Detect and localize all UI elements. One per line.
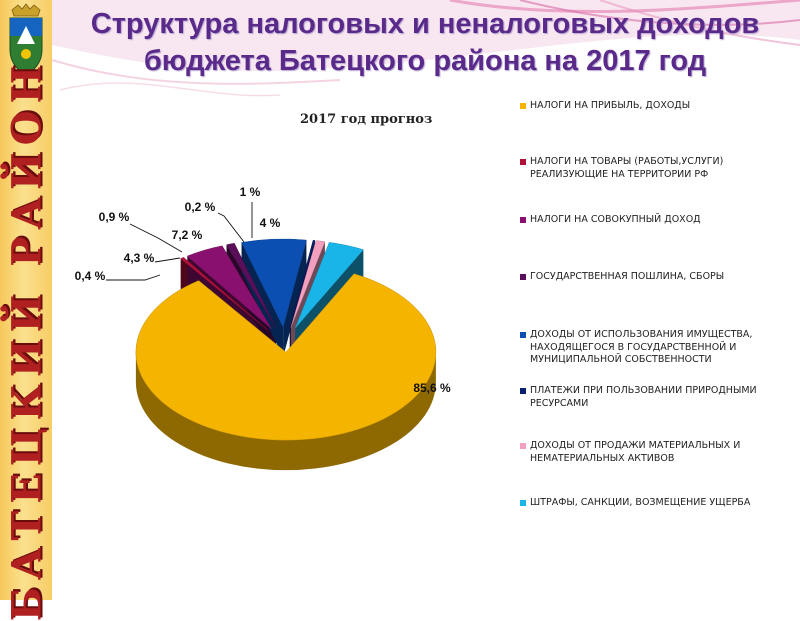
pie-data-label-2: 4,3 % xyxy=(124,251,155,265)
pie-slice-7 xyxy=(295,242,364,329)
pie-tops xyxy=(135,238,437,441)
legend-label-5: ПЛАТЕЖИ ПРИ ПОЛЬЗОВАНИИ ПРИРОДНЫМИ РЕСУР… xyxy=(530,385,757,409)
legend-label-1: НАЛОГИ НА ТОВАРЫ (РАБОТЫ,УСЛУГИ) РЕАЛИЗУ… xyxy=(530,156,724,180)
pie-chart: 85,6 % 0,4 % 4,3 % 0,9 % 7,2 % 0,2 % 1 % 4 % xyxy=(75,185,451,471)
legend-swatch-6 xyxy=(520,443,526,449)
coat-of-arms-icon xyxy=(9,3,43,75)
background-decoration xyxy=(51,0,800,97)
pie-slice-4 xyxy=(241,238,307,328)
pie-slice-6 xyxy=(290,240,326,328)
legend-label-0: НАЛОГИ НА ПРИБЫЛЬ, ДОХОДЫ xyxy=(530,100,691,111)
pie-data-label-5: 0,2 % xyxy=(185,200,216,214)
pie-data-label-0: 85,6 % xyxy=(413,381,451,395)
legend-label-4: ДОХОДЫ ОТ ИСПОЛЬЗОВАНИЯ ИМУЩЕСТВА, НАХОД… xyxy=(530,329,753,365)
legend-label-6: ДОХОДЫ ОТ ПРОДАЖИ МАТЕРИАЛЬНЫХ И НЕМАТЕР… xyxy=(530,440,741,464)
pie-leaders xyxy=(106,202,253,281)
legend-item-4: ДОХОДЫ ОТ ИСПОЛЬЗОВАНИЯ ИМУЩЕСТВА, НАХОД… xyxy=(520,329,790,367)
sidebar-band: БАТЕЦКИЙ РАЙОН xyxy=(0,0,52,621)
slide-title-line-2: бюджета Батецкого района на 2017 год xyxy=(143,45,707,77)
district-name-vertical: БАТЕЦКИЙ РАЙОН xyxy=(3,58,51,621)
legend-label-2: НАЛОГИ НА СОВОКУПНЫЙ ДОХОД xyxy=(530,214,701,225)
pie-leader-line-5 xyxy=(217,212,245,243)
pie-data-label-7: 4 % xyxy=(260,216,281,230)
pie-slice-1 xyxy=(180,257,269,331)
pie-data-label-4: 7,2 % xyxy=(172,228,203,242)
slide-title: Структура налоговых и неналоговых доходо… xyxy=(60,6,790,80)
legend-item-5: ПЛАТЕЖИ ПРИ ПОЛЬЗОВАНИИ ПРИРОДНЫМИ РЕСУР… xyxy=(520,385,790,410)
pie-slice-5 xyxy=(289,240,316,328)
pie-leader-line-3 xyxy=(129,223,183,253)
chart-title: 2017 год прогноз xyxy=(300,112,433,127)
pie-slice-wall-4-1 xyxy=(283,240,307,358)
legend-swatch-3 xyxy=(520,274,526,280)
legend-label-3: ГОСУДАРСТВЕННАЯ ПОШЛИНА, СБОРЫ xyxy=(530,271,725,282)
pie-slice-side-0 xyxy=(135,352,436,471)
pie-data-label-3: 0,9 % xyxy=(99,210,130,224)
legend-swatch-4 xyxy=(520,332,526,338)
legend-item-2: НАЛОГИ НА СОВОКУПНЫЙ ДОХОД xyxy=(520,214,790,227)
slide-title-line-1: Структура налоговых и неналоговых доходо… xyxy=(90,8,760,40)
pie-data-label-1: 0,4 % xyxy=(75,269,106,283)
pie-leader-line-2 xyxy=(154,257,181,263)
legend-item-6: ДОХОДЫ ОТ ПРОДАЖИ МАТЕРИАЛЬНЫХ И НЕМАТЕР… xyxy=(520,440,790,465)
legend-item-0: НАЛОГИ НА ПРИБЫЛЬ, ДОХОДЫ xyxy=(520,100,790,113)
pie-slice-0 xyxy=(135,273,437,441)
pie-data-label-6: 1 % xyxy=(240,185,261,199)
legend-swatch-0 xyxy=(520,103,526,109)
pie-labels: 85,6 % 0,4 % 4,3 % 0,9 % 7,2 % 0,2 % 1 % 4 % xyxy=(75,185,451,395)
pie-slice-2 xyxy=(186,245,272,330)
legend-label-7: ШТРАФЫ, САНКЦИИ, ВОЗМЕЩЕНИЕ УЩЕРБА xyxy=(530,497,751,508)
legend-swatch-2 xyxy=(520,217,526,223)
legend-swatch-7 xyxy=(520,500,526,506)
legend-swatch-5 xyxy=(520,388,526,394)
legend-item-3: ГОСУДАРСТВЕННАЯ ПОШЛИНА, СБОРЫ xyxy=(520,271,790,284)
legend-item-7: ШТРАФЫ, САНКЦИИ, ВОЗМЕЩЕНИЕ УЩЕРБА xyxy=(520,497,790,510)
pie-leader-line-1 xyxy=(106,274,161,281)
pie-slice-3 xyxy=(226,243,277,328)
legend-swatch-1 xyxy=(520,159,526,165)
legend-item-1: НАЛОГИ НА ТОВАРЫ (РАБОТЫ,УСЛУГИ) РЕАЛИЗУ… xyxy=(520,156,790,181)
